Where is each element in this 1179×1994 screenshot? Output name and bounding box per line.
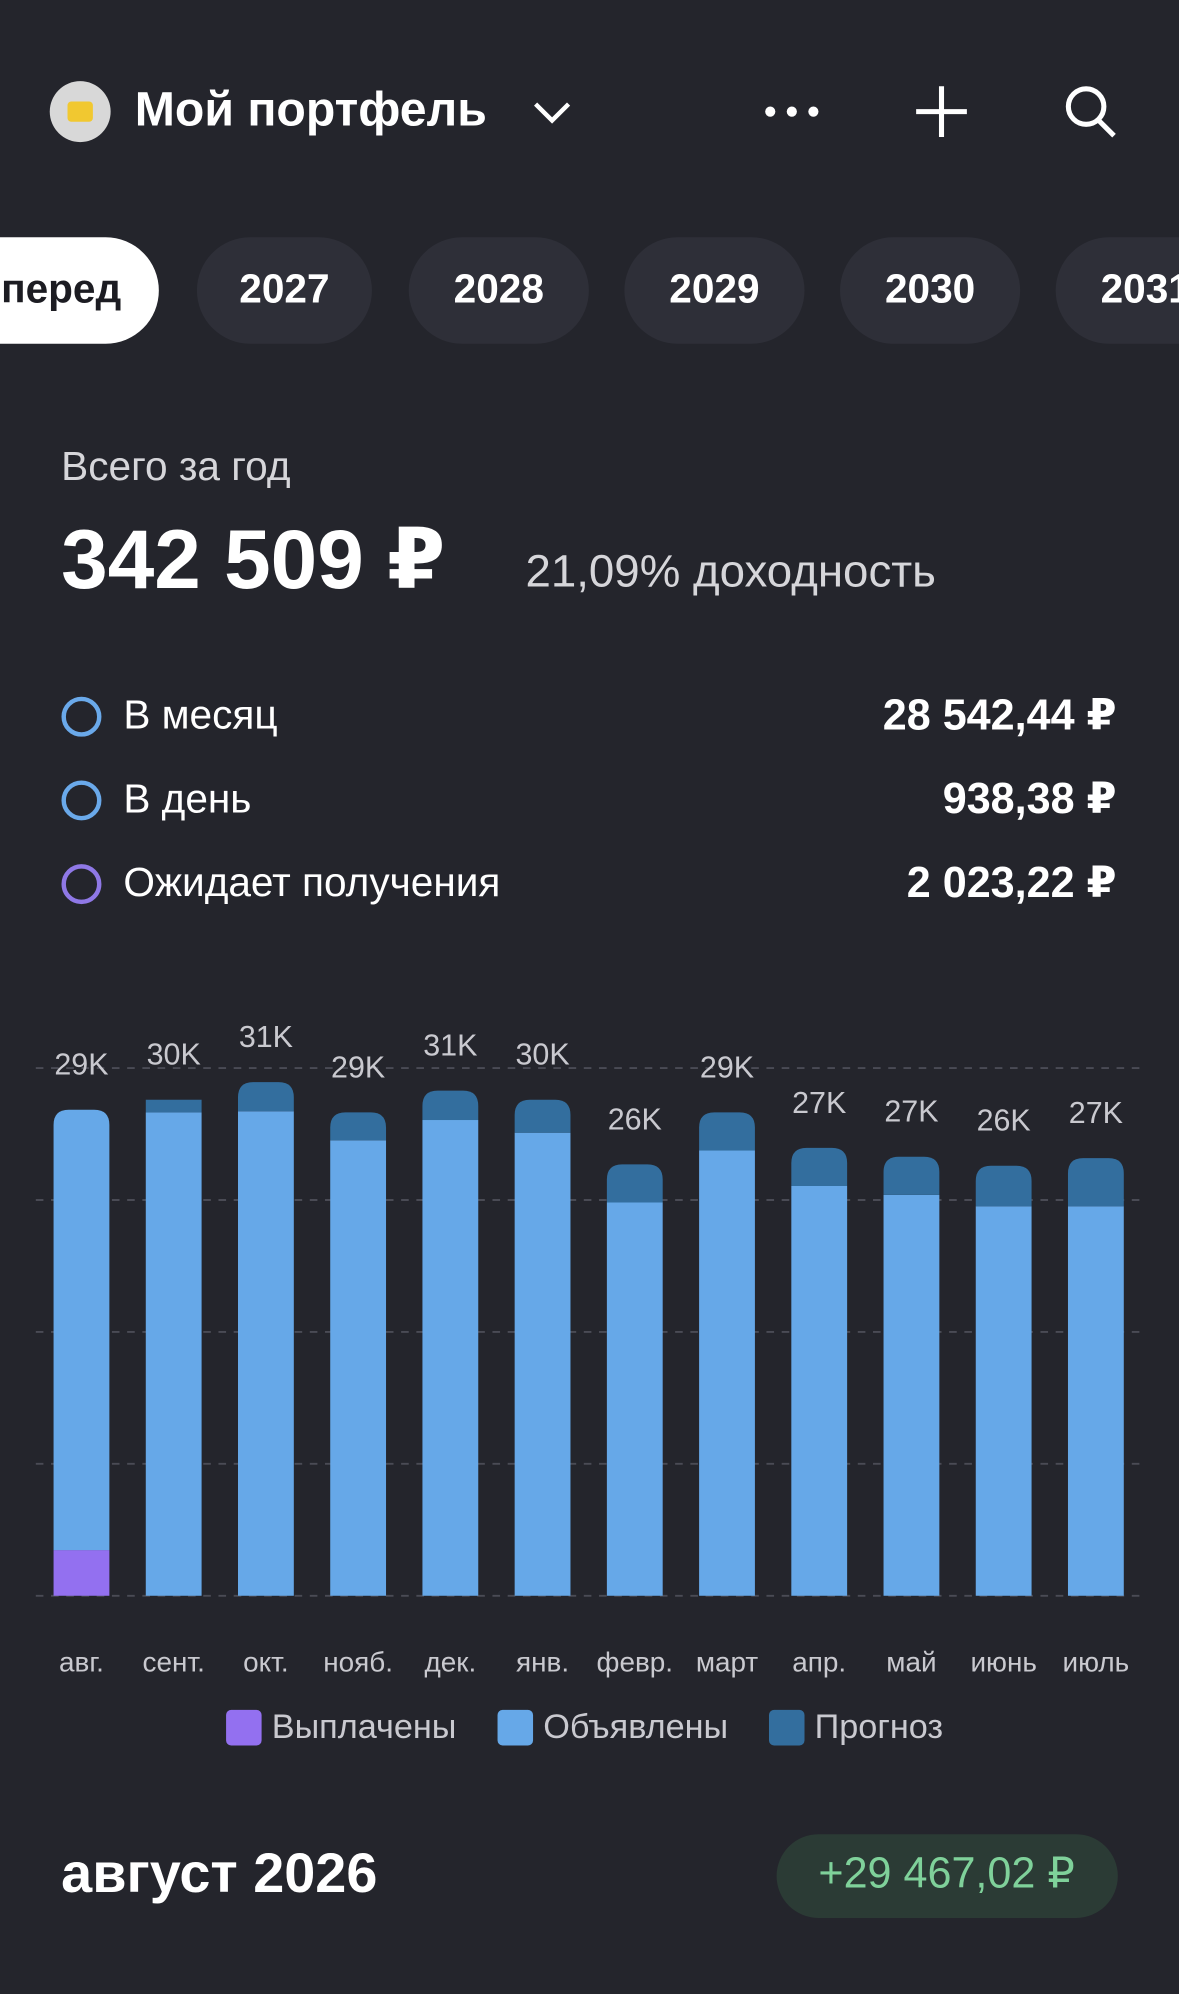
- legend-label: Выплачены: [272, 1708, 457, 1746]
- legend-label: Прогноз: [815, 1708, 943, 1746]
- bar-segment: [606, 1202, 663, 1596]
- bar-segment: [53, 1109, 110, 1551]
- x-tick-label: февр.: [597, 1647, 674, 1678]
- month-amount: +29 467,02 ₽: [818, 1849, 1074, 1897]
- add-button[interactable]: [916, 86, 967, 137]
- more-button[interactable]: [765, 106, 819, 117]
- bar-total-label: 27K: [792, 1086, 846, 1120]
- year-tab[interactable]: [408, 237, 589, 344]
- bar-segment: [699, 1112, 755, 1151]
- row-label: Ожидает получения: [123, 859, 500, 905]
- legend-swatch: [226, 1709, 262, 1746]
- bar-segment: [514, 1099, 571, 1133]
- bar-segment: [975, 1165, 1032, 1207]
- year-tab-label[interactable]: 2029: [669, 265, 759, 311]
- year-tab[interactable]: [0, 237, 159, 344]
- bar-segment: [975, 1206, 1032, 1596]
- year-tab-label[interactable]: 2031: [1101, 265, 1179, 311]
- year-tab-label[interactable]: перед: [1, 265, 121, 311]
- bar-segment: [238, 1111, 294, 1596]
- x-tick-label: март: [696, 1647, 759, 1678]
- bar-total-label: 31K: [423, 1029, 477, 1063]
- bar-segment: [422, 1090, 479, 1121]
- bar-segment: [145, 1099, 202, 1113]
- logo-shield: [67, 101, 93, 122]
- bar-total-label: 31K: [239, 1020, 293, 1054]
- bar-segment: [145, 1112, 202, 1596]
- legend-swatch: [768, 1709, 805, 1746]
- yield: 21,09% доходность: [525, 546, 936, 597]
- bar-segment: [883, 1194, 940, 1596]
- x-tick-label: авг.: [59, 1647, 104, 1678]
- year-total: 342 509 ₽: [61, 512, 445, 606]
- bar-total-label: 29K: [54, 1048, 108, 1082]
- bar-segment: [606, 1164, 663, 1203]
- x-tick-label: апр.: [792, 1647, 846, 1678]
- bar-total-label: 30K: [515, 1038, 569, 1072]
- bar-total-label: 27K: [1069, 1096, 1123, 1130]
- year-tab[interactable]: [196, 237, 372, 344]
- x-tick-label: янв.: [516, 1647, 569, 1678]
- year-tab-label[interactable]: 2027: [239, 265, 329, 311]
- bar-total-label: 26K: [608, 1102, 662, 1136]
- x-tick-label: нояб.: [323, 1647, 393, 1678]
- x-tick-label: июль: [1063, 1647, 1130, 1678]
- bar-segment: [791, 1147, 848, 1186]
- bar-segment: [791, 1185, 848, 1596]
- bar-total-label: 29K: [700, 1050, 754, 1084]
- bar-total-label: 27K: [884, 1095, 938, 1129]
- year-label: Всего за год: [61, 443, 290, 489]
- year-tab-label[interactable]: 2030: [885, 265, 975, 311]
- year-tab[interactable]: [840, 237, 1021, 344]
- bar-segment: [1067, 1158, 1124, 1207]
- month-title: август 2026: [61, 1841, 377, 1904]
- row-label: В день: [123, 775, 251, 821]
- x-tick-label: сент.: [143, 1647, 205, 1678]
- row-value: 28 542,44 ₽: [883, 691, 1117, 739]
- bar-segment: [238, 1082, 294, 1112]
- bar-segment: [514, 1132, 571, 1596]
- legend-label: Объявлены: [543, 1708, 728, 1746]
- x-tick-label: дек.: [424, 1647, 476, 1678]
- x-tick-label: июнь: [970, 1647, 1036, 1678]
- x-tick-label: окт.: [243, 1647, 288, 1678]
- row-icon: [61, 696, 102, 737]
- bar-segment: [330, 1140, 387, 1596]
- row-value: 2 023,22 ₽: [907, 859, 1117, 907]
- bar-segment: [330, 1112, 387, 1141]
- bar-total-label: 29K: [331, 1050, 385, 1084]
- bar-segment: [1067, 1206, 1124, 1596]
- year-tab-label[interactable]: 2028: [454, 265, 544, 311]
- bar-segment: [699, 1150, 755, 1596]
- legend-swatch: [497, 1709, 534, 1746]
- row-icon: [61, 780, 102, 821]
- year-tab[interactable]: [624, 237, 805, 344]
- year-tab[interactable]: [1055, 237, 1179, 344]
- row-icon: [61, 864, 102, 905]
- amount-pill: [776, 1834, 1118, 1918]
- bar-total-label: 30K: [147, 1038, 201, 1072]
- row-value: 938,38 ₽: [943, 775, 1117, 823]
- bar-segment: [53, 1550, 110, 1596]
- bar-segment: [883, 1156, 940, 1195]
- chevron[interactable]: [534, 102, 571, 124]
- bar-total-label: 26K: [977, 1104, 1031, 1138]
- x-tick-label: май: [886, 1647, 936, 1678]
- portfolio-title[interactable]: Мой портфель: [135, 83, 487, 137]
- bar-segment: [422, 1120, 479, 1596]
- row-label: В месяц: [123, 692, 277, 738]
- search-button[interactable]: [1065, 86, 1116, 138]
